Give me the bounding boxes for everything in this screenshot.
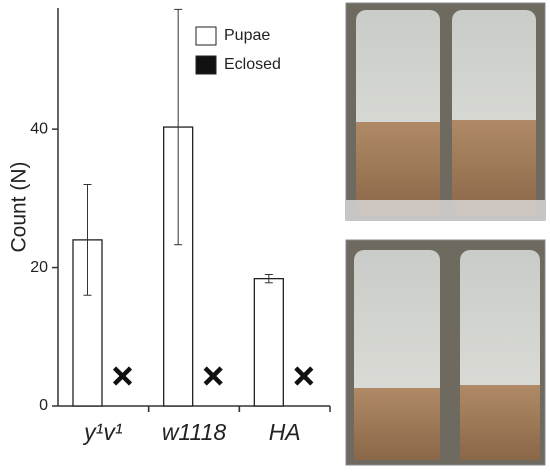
legend-swatch [195,26,217,46]
x-tick-label: y¹v¹ [82,419,123,445]
error-bar [174,8,183,246]
zero-marker [294,366,314,386]
error-bar [83,184,92,296]
y-tick-label: 0 [39,397,48,414]
photo-top [345,2,546,221]
legend-label: Pupae [224,27,270,44]
error-bar [264,273,273,284]
legend-swatch [195,55,217,75]
y-axis-label: Count (N) [8,161,31,252]
y-tick-label: 40 [30,120,48,137]
zero-marker [203,366,223,386]
y-tick-label: 20 [30,259,48,276]
photo-bottom [345,239,546,466]
x-tick-label: HA [269,419,301,445]
zero-marker [112,366,133,386]
legend-label: Eclosed [224,56,281,73]
bar [253,277,284,407]
x-tick-label: w1118 [162,419,227,445]
